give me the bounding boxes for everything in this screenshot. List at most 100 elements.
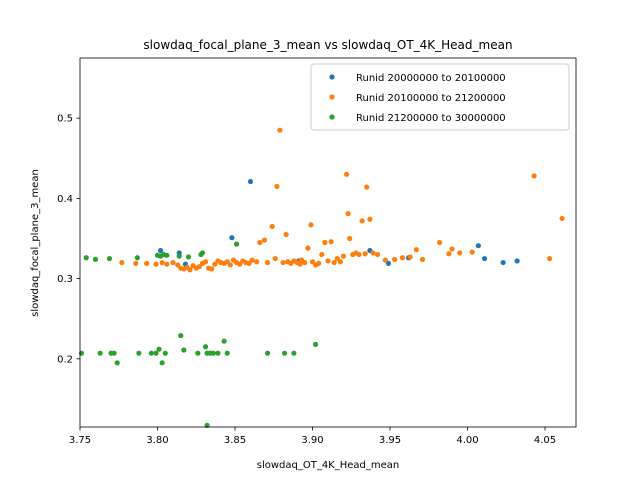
data-point [559,215,565,222]
legend-label: Runid 20000000 to 20100000 [356,73,506,84]
data-point [325,258,331,264]
data-point [170,259,176,266]
data-point [111,350,117,356]
data-point [221,338,227,344]
data-point [313,341,319,347]
data-point [399,255,405,261]
data-point [316,260,322,266]
data-point [134,255,140,261]
data-point [106,255,113,262]
data-point [229,235,235,241]
y-tick-label: 0.5 [57,114,73,125]
data-point [419,256,426,262]
data-point [199,250,206,256]
data-point [302,259,308,266]
data-point [185,254,192,260]
y-axis-label: slowdaq_focal_plane_3_mean [30,169,41,317]
x-tick-label: 4.00 [456,435,478,446]
data-point [114,360,120,366]
data-point [202,259,209,265]
x-tick-label: 3.90 [301,435,323,446]
data-point [309,259,316,265]
data-point [164,261,170,267]
data-point [547,255,553,262]
data-point [500,259,506,266]
legend: Runid 20000000 to 20100000 Runid 20100000… [310,63,570,131]
data-point [370,250,376,256]
data-point [209,266,215,272]
data-point [322,239,328,246]
data-point [212,261,218,267]
data-point [261,237,268,243]
data-point [319,251,325,258]
data-point [531,173,537,179]
data-point [413,247,419,253]
data-point [224,350,230,356]
data-point [153,261,159,267]
data-point [359,218,365,224]
data-point [187,267,193,273]
data-point [514,258,520,264]
series-2 [119,127,565,273]
legend-label: Runid 21200000 to 30000000 [356,113,506,124]
data-point [196,263,202,270]
data-point [385,260,392,266]
data-point [136,350,142,356]
legend-marker [329,114,335,120]
data-point [282,350,288,356]
data-point [162,350,168,356]
data-point [92,256,99,262]
data-point [308,222,314,228]
data-point [246,260,252,266]
data-point [176,253,182,259]
data-point [144,260,150,266]
data-point [97,350,103,356]
x-tick-label: 3.85 [224,435,246,446]
legend-label: Runid 20100000 to 21200000 [356,93,506,104]
x-tick-label: 3.75 [69,435,91,446]
data-point [181,347,187,353]
data-point [224,259,230,265]
data-point [305,245,311,251]
data-point [249,257,255,263]
data-point [449,246,455,252]
data-point [148,350,154,356]
data-point [382,257,388,263]
y-tick-label: 0.4 [57,194,73,205]
data-point [210,350,216,356]
data-point [475,243,481,249]
data-point [215,350,221,356]
data-point [133,260,139,266]
data-point [283,231,289,238]
data-point [264,259,271,266]
data-point [247,178,254,185]
data-point [272,255,278,262]
data-point [446,251,452,257]
data-point [254,259,260,265]
data-point [367,216,373,222]
data-point [274,183,280,189]
data-point [195,350,201,356]
data-point [356,251,362,258]
y-axis: 0.2 0.3 0.4 0.5 [57,114,80,365]
data-point [83,255,89,261]
data-point [481,255,488,262]
data-point [340,253,347,259]
data-point [158,247,164,254]
data-point [227,262,233,268]
x-axis-label: slowdaq_OT_4K_Head_mean [257,460,400,471]
data-point [156,346,162,352]
data-point [437,239,443,246]
data-point [280,259,286,266]
data-point [362,251,368,257]
legend-box [310,63,570,131]
data-point [233,241,240,247]
data-point [331,259,337,266]
legend-marker [329,74,335,80]
data-point [159,360,165,366]
data-point [407,254,413,260]
y-tick-label: 0.2 [57,354,73,365]
data-point [269,223,275,230]
data-point [347,235,353,242]
